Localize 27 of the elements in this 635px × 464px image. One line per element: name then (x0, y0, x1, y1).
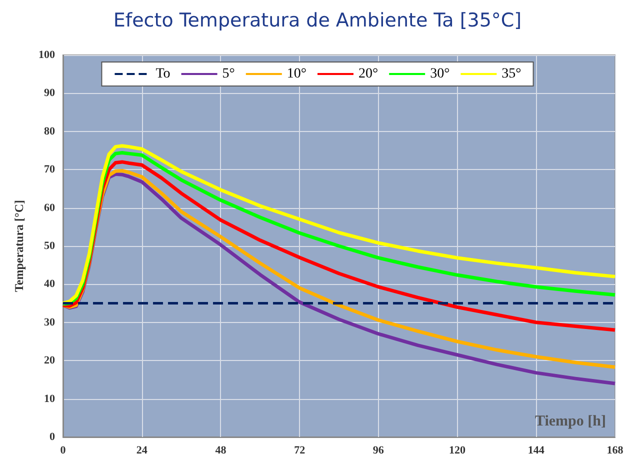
y-tick-label: 100 (38, 49, 56, 61)
x-tick-label: 168 (606, 444, 624, 456)
legend-label: 10° (286, 66, 306, 82)
y-tick-label: 20 (44, 354, 56, 367)
legend-label: To (156, 66, 170, 82)
y-tick-label: 60 (44, 202, 56, 214)
y-tick-label: 50 (44, 240, 56, 252)
y-tick-label: 10 (44, 392, 56, 405)
x-tick-label: 24 (136, 444, 148, 456)
legend-label: 30° (430, 66, 450, 82)
x-tick-label: 120 (449, 444, 466, 456)
y-tick-label: 90 (44, 87, 56, 100)
y-tick-label: 80 (44, 125, 56, 138)
legend-label: 5° (222, 66, 235, 82)
y-tick-label: 70 (44, 164, 56, 176)
x-tick-label: 144 (528, 444, 545, 456)
y-tick-label: 30 (44, 316, 56, 328)
chart-title: Efecto Temperatura de Ambiente Ta [35°C] (113, 10, 522, 32)
y-axis-title: Temperatura [°C] (12, 200, 26, 292)
x-tick-label: 48 (215, 444, 227, 456)
y-tick-label: 40 (44, 278, 56, 290)
x-tick-label: 72 (294, 444, 306, 456)
y-tick-label: 0 (50, 431, 56, 443)
x-tick-label: 96 (372, 444, 384, 456)
legend-label: 20° (358, 66, 378, 82)
legend-label: 35° (502, 66, 522, 82)
x-tick-label: 0 (60, 444, 66, 456)
